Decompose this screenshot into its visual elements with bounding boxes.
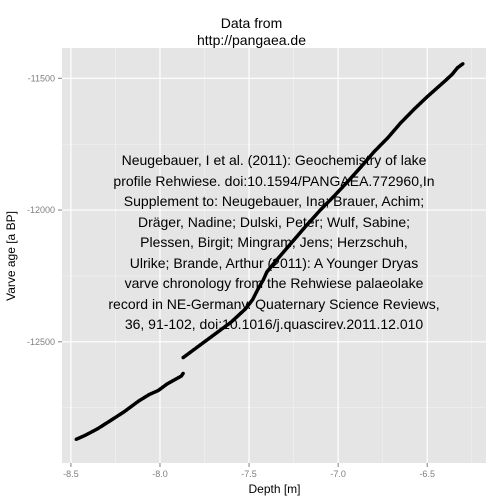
chart-title-line-2: http://pangaea.de bbox=[197, 32, 306, 48]
axis-ticks bbox=[58, 77, 428, 467]
x-tick-label: -7.5 bbox=[241, 469, 257, 479]
chart-title-line-1: Data from bbox=[220, 15, 283, 31]
x-axis-label: Depth [m] bbox=[248, 482, 301, 496]
grid-minor bbox=[62, 48, 486, 463]
data-points bbox=[74, 62, 465, 441]
y-axis-label: Varve age [a BP] bbox=[4, 211, 18, 301]
y-tick-label: -11500 bbox=[28, 73, 55, 83]
x-tick-label: -6.5 bbox=[419, 469, 435, 479]
citation-annotation: Neugebauer, I et al. (2011): Geochemistr… bbox=[108, 152, 440, 332]
x-tick-label: -8.5 bbox=[63, 469, 79, 479]
grid-major bbox=[62, 48, 486, 463]
tick-labels: -8.5 -8.0 -7.5 -7.0 -6.5 -12500 -12000 -11500 bbox=[27, 73, 435, 479]
y-tick-label: -12500 bbox=[27, 337, 55, 347]
x-tick-label: -7.0 bbox=[330, 469, 346, 479]
data-point-series-2 bbox=[461, 62, 465, 66]
plot-panel bbox=[62, 48, 486, 463]
x-tick-label: -8.0 bbox=[152, 469, 168, 479]
data-point-series-1 bbox=[181, 371, 185, 376]
y-tick-label: -12000 bbox=[27, 205, 55, 215]
